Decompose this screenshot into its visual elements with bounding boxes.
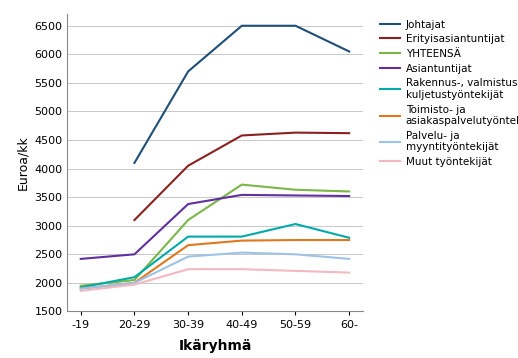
X-axis label: Ikäryhmä: Ikäryhmä [178,339,252,353]
Y-axis label: Euroa/kk: Euroa/kk [16,136,29,190]
Legend: Johtajat, Erityisasiantuntijat, YHTEENSÄ, Asiantuntijat, Rakennus-, valmistus- j: Johtajat, Erityisasiantuntijat, YHTEENSÄ… [380,20,518,167]
